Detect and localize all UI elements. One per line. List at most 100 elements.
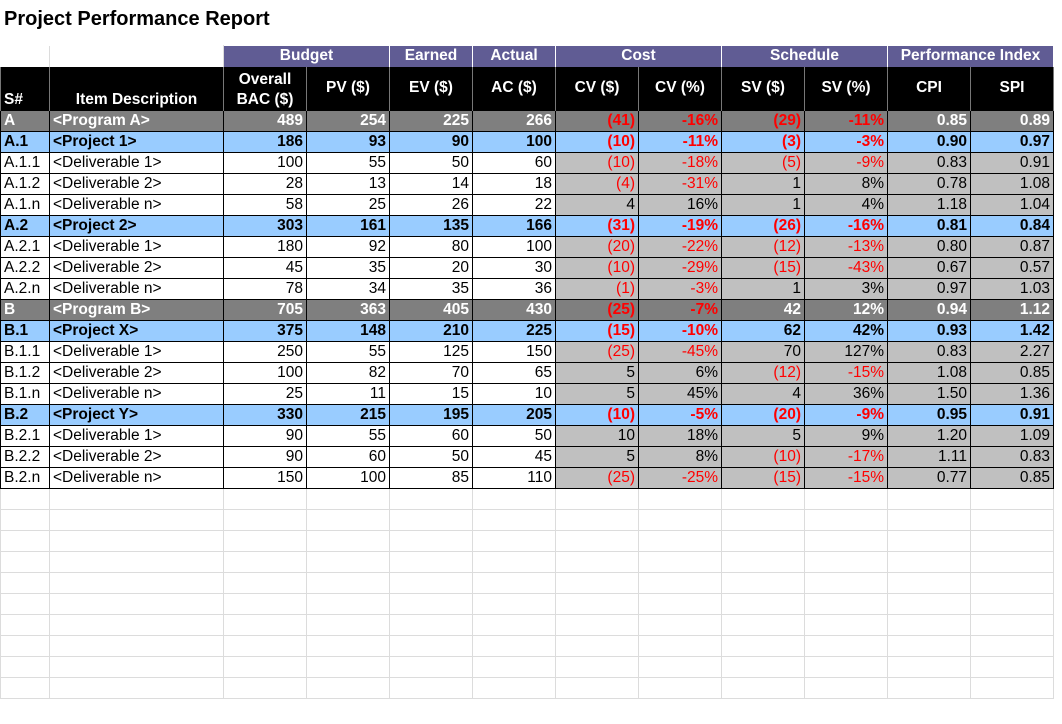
cell-cvp: -45% xyxy=(638,341,722,363)
cell-pv: 100 xyxy=(306,467,390,489)
cell-id: A.2.2 xyxy=(0,257,50,279)
cell-svp: 9% xyxy=(804,425,888,447)
cell-cvp: -25% xyxy=(638,467,722,489)
empty-cell xyxy=(389,572,473,594)
empty-cell xyxy=(49,509,224,531)
cell-cpi: 0.94 xyxy=(887,299,971,321)
empty-cell xyxy=(49,530,224,552)
cell-sv: 5 xyxy=(721,425,805,447)
empty-cell xyxy=(887,593,971,615)
cell-ev: 225 xyxy=(389,110,473,132)
empty-cell xyxy=(472,635,556,657)
cell-desc: <Project X> xyxy=(49,320,224,342)
empty-cell xyxy=(0,509,50,531)
empty-cell xyxy=(555,677,639,699)
cell-pv: 363 xyxy=(306,299,390,321)
empty-cell xyxy=(804,509,888,531)
empty-cell xyxy=(804,572,888,594)
cell-cv: (10) xyxy=(555,404,639,426)
empty-cell xyxy=(721,593,805,615)
cell-id: A.2.n xyxy=(0,278,50,300)
empty-cell xyxy=(970,551,1054,573)
deliverable-row: A.1.1 <Deliverable 1> 100 55 50 60 (10) -18% (5)… xyxy=(0,152,1054,174)
cell-cpi: 1.50 xyxy=(887,383,971,405)
cell-bac: 78 xyxy=(223,278,307,300)
empty-cell xyxy=(887,530,971,552)
cell-sv: (10) xyxy=(721,446,805,468)
empty-cell xyxy=(804,551,888,573)
deliverable-row: B.2.1 <Deliverable 1> 90 55 60 50 10 18% 5 9% 1.20… xyxy=(0,425,1054,447)
cell-cpi: 0.77 xyxy=(887,467,971,489)
cell-id: B.1.2 xyxy=(0,362,50,384)
empty-cell xyxy=(0,551,50,573)
empty-cell xyxy=(887,572,971,594)
empty-row xyxy=(0,488,1054,510)
cell-ac: 10 xyxy=(472,383,556,405)
cell-svp: -9% xyxy=(804,152,888,174)
empty-cell xyxy=(804,488,888,510)
column-header-cv-dollar: CV ($) xyxy=(555,66,639,111)
column-header-row: S# Item Description Overall BAC ($) PV (… xyxy=(0,66,1054,111)
empty-cell xyxy=(389,593,473,615)
cell-desc: <Deliverable n> xyxy=(49,383,224,405)
cell-id: B.2.n xyxy=(0,467,50,489)
empty-cell xyxy=(223,572,307,594)
cell-desc: <Deliverable n> xyxy=(49,467,224,489)
deliverable-row: B.2.2 <Deliverable 2> 90 60 50 45 5 8% (10) -17% 1… xyxy=(0,446,1054,468)
deliverable-row: B.1.2 <Deliverable 2> 100 82 70 65 5 6% (12) -15%… xyxy=(0,362,1054,384)
cell-pv: 11 xyxy=(306,383,390,405)
empty-cell xyxy=(0,488,50,510)
cell-cpi: 0.90 xyxy=(887,131,971,153)
cell-sv: (29) xyxy=(721,110,805,132)
cell-ac: 60 xyxy=(472,152,556,174)
cell-ev: 70 xyxy=(389,362,473,384)
cell-cpi: 0.78 xyxy=(887,173,971,195)
cell-svp: -15% xyxy=(804,467,888,489)
cell-ev: 50 xyxy=(389,152,473,174)
empty-cell xyxy=(472,509,556,531)
empty-cell xyxy=(555,572,639,594)
cell-svp: -11% xyxy=(804,110,888,132)
empty-cell xyxy=(0,656,50,678)
empty-cell xyxy=(638,656,722,678)
cell-sv: (12) xyxy=(721,362,805,384)
cell-svp: 4% xyxy=(804,194,888,216)
cell-spi: 1.09 xyxy=(970,425,1054,447)
cell-cv: (25) xyxy=(555,299,639,321)
empty-cell xyxy=(970,488,1054,510)
deliverable-row: A.1.n <Deliverable n> 58 25 26 22 4 16% 1 4% 1.18 1… xyxy=(0,194,1054,216)
cell-cpi: 0.85 xyxy=(887,110,971,132)
cell-pv: 34 xyxy=(306,278,390,300)
cell-sv: (15) xyxy=(721,467,805,489)
empty-cell xyxy=(49,551,224,573)
cell-desc: <Deliverable 2> xyxy=(49,446,224,468)
cell-ev: 60 xyxy=(389,425,473,447)
empty-cell xyxy=(970,572,1054,594)
cell-pv: 35 xyxy=(306,257,390,279)
cell-bac: 180 xyxy=(223,236,307,258)
empty-cell xyxy=(721,509,805,531)
empty-cell xyxy=(887,635,971,657)
cell-ac: 110 xyxy=(472,467,556,489)
cell-sv: 42 xyxy=(721,299,805,321)
cell-svp: 127% xyxy=(804,341,888,363)
cell-cvp: -19% xyxy=(638,215,722,237)
cell-ev: 35 xyxy=(389,278,473,300)
cell-cv: (4) xyxy=(555,173,639,195)
cell-cpi: 0.81 xyxy=(887,215,971,237)
empty-cell xyxy=(306,488,390,510)
cell-id: A.1.1 xyxy=(0,152,50,174)
report-title: Project Performance Report xyxy=(4,8,270,30)
cell-spi: 1.12 xyxy=(970,299,1054,321)
cell-pv: 82 xyxy=(306,362,390,384)
cell-ac: 100 xyxy=(472,236,556,258)
empty-row xyxy=(0,677,1054,699)
empty-cell xyxy=(472,593,556,615)
empty-cell xyxy=(49,593,224,615)
cell-id: A.2.1 xyxy=(0,236,50,258)
empty-cell xyxy=(0,677,50,699)
cell-cv: 4 xyxy=(555,194,639,216)
empty-cell xyxy=(306,593,390,615)
cell-pv: 93 xyxy=(306,131,390,153)
empty-cell xyxy=(804,614,888,636)
